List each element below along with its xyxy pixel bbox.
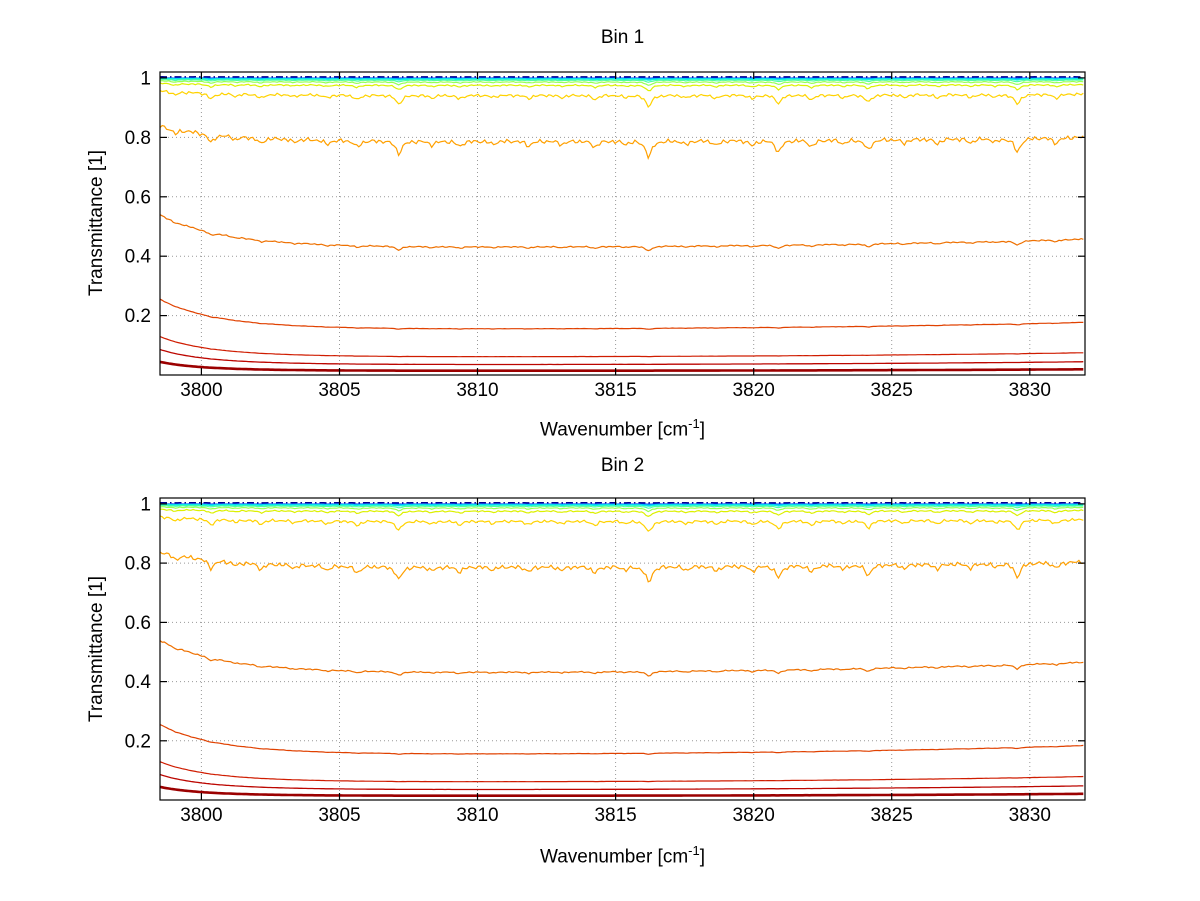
x-label-text: ]	[699, 846, 705, 868]
y-tick-label: 0.4	[125, 247, 152, 268]
axes-box	[159, 497, 1086, 801]
series-group	[160, 501, 1084, 798]
x-tick-label: 3810	[456, 380, 498, 401]
series-level-09	[160, 515, 1084, 532]
series-level-05	[160, 78, 1084, 81]
series-level-13	[160, 761, 1084, 783]
x-tick-label: 3815	[594, 805, 636, 826]
x-tick-label: 3820	[733, 380, 775, 401]
series-level-08	[160, 82, 1084, 92]
bin2-plot-area: 3800 3805 3810 3815 3820 3825 3830 0.2 0.4 0.6 0.8…	[125, 494, 1086, 826]
x-tick-label: 3825	[871, 380, 913, 401]
series-level-08	[160, 508, 1084, 517]
series-level-14	[160, 348, 1084, 366]
grid	[160, 498, 1085, 800]
series-level-07	[160, 506, 1084, 513]
x-tick-label: 3800	[180, 805, 222, 826]
x-tick-label: 3825	[871, 805, 913, 826]
series-level-12	[160, 298, 1084, 330]
x-tick-label: 3805	[318, 380, 360, 401]
x-tick-label: 3805	[318, 805, 360, 826]
series-level-06	[160, 78, 1084, 83]
axes-box	[159, 71, 1086, 376]
axes-ticks: 3800 3805 3810 3815 3820 3825 3830 0.2 0.4 0.6 0.8…	[125, 68, 1085, 401]
series-level-14	[160, 773, 1084, 791]
bin1-title: Bin 1	[600, 27, 645, 48]
y-tick-label: 0.2	[125, 306, 151, 327]
y-tick-label: 1	[140, 494, 151, 515]
bin1-x-axis-label: Wavenumber [cm-1]	[160, 416, 1085, 441]
series-level-06	[160, 504, 1084, 509]
series-level-07	[160, 80, 1084, 86]
y-tick-label: 0.4	[125, 672, 152, 693]
x-tick-label: 3830	[1009, 380, 1051, 401]
bin2-y-axis-label: Transmittance [1]	[86, 575, 107, 723]
x-label-superscript: -1	[688, 416, 700, 431]
x-label-text: ]	[699, 419, 705, 441]
x-label-superscript: -1	[688, 843, 700, 858]
y-tick-label: 0.6	[125, 613, 151, 634]
grid	[160, 72, 1085, 375]
y-tick-label: 0.8	[125, 128, 151, 149]
series-level-10	[160, 551, 1084, 583]
x-tick-label: 3810	[456, 805, 498, 826]
x-label-text: Wavenumber [cm	[539, 846, 689, 868]
x-tick-label: 3815	[594, 380, 636, 401]
bin1-y-axis-label: Transmittance [1]	[86, 149, 107, 297]
x-tick-label: 3830	[1009, 805, 1051, 826]
bin2-x-axis-label: Wavenumber [cm-1]	[160, 843, 1085, 868]
axes-ticks: 3800 3805 3810 3815 3820 3825 3830 0.2 0.4 0.6 0.8…	[125, 494, 1085, 826]
series-level-13	[160, 335, 1084, 358]
series-level-11	[160, 640, 1084, 677]
x-tick-label: 3820	[733, 805, 775, 826]
series-level-11	[160, 214, 1084, 252]
y-tick-label: 0.6	[125, 187, 151, 208]
bin2-title: Bin 2	[600, 455, 645, 476]
bin1-chart: 3800 3805 3810 3815 3820 3825 3830 0.2 0.4 0.6 0.8…	[0, 0, 1200, 450]
series-level-12	[160, 724, 1084, 755]
bin2-chart: 3800 3805 3810 3815 3820 3825 3830 0.2 0.4 0.6 0.8…	[0, 450, 1200, 901]
series-level-09	[160, 89, 1084, 109]
y-tick-label: 1	[140, 68, 151, 89]
x-label-text: Wavenumber [cm	[539, 419, 689, 441]
series-level-05	[160, 504, 1084, 507]
series-group	[160, 75, 1084, 373]
series-level-15	[160, 785, 1084, 798]
series-level-15	[160, 360, 1084, 373]
y-tick-label: 0.2	[125, 731, 151, 752]
x-tick-label: 3800	[180, 380, 222, 401]
y-tick-label: 0.8	[125, 554, 151, 575]
series-level-10	[160, 124, 1084, 161]
bin1-plot-area: 3800 3805 3810 3815 3820 3825 3830 0.2 0.4 0.6 0.8…	[125, 68, 1086, 401]
series-level-04	[160, 503, 1084, 506]
